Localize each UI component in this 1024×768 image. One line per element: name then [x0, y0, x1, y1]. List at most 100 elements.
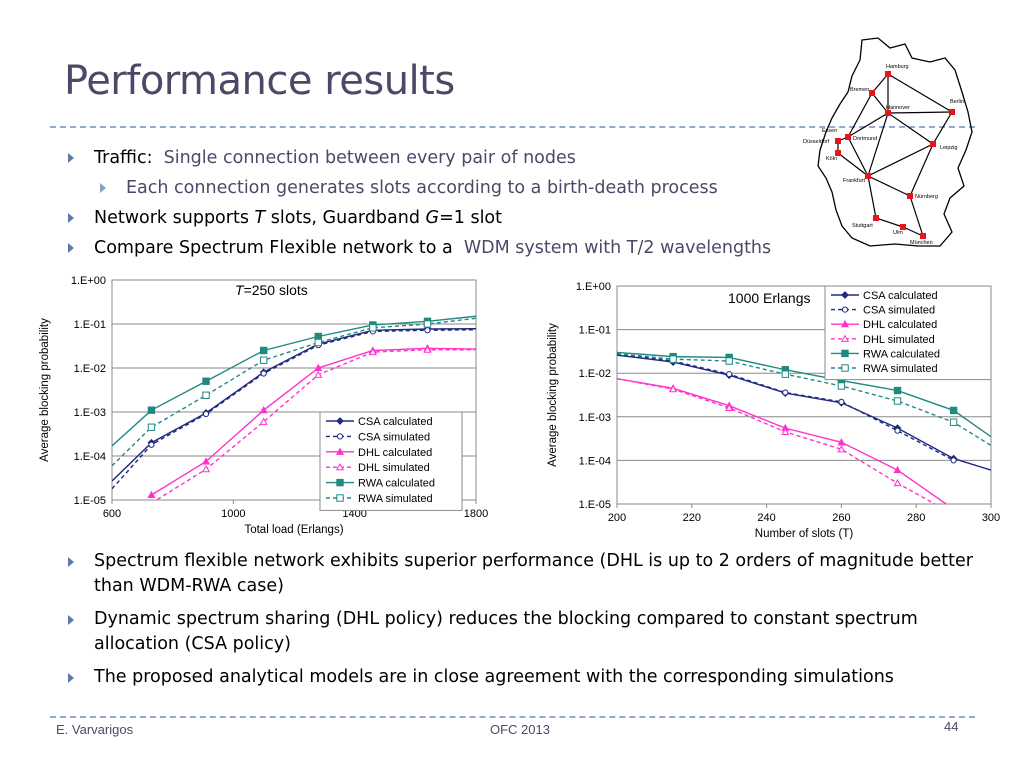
- data-point: [202, 377, 210, 385]
- legend-marker: [841, 306, 849, 313]
- series-line: [112, 315, 476, 447]
- data-point: [782, 389, 789, 396]
- bullet-network-b: slots, Guardband: [265, 208, 426, 228]
- legend-marker: [840, 334, 850, 342]
- legend-entry: CSA simulated: [358, 431, 430, 443]
- data-point: [314, 363, 323, 372]
- y-tick-label: 1.E-01: [579, 325, 611, 337]
- legend-marker: [336, 433, 344, 440]
- legend: CSA calculated CSA simulated DHL calculate…: [319, 411, 463, 511]
- legend-entry: RWA simulated: [358, 493, 433, 505]
- bullet-network: Network supports T slots, Guardband G=1 …: [62, 203, 822, 233]
- data-point: [838, 398, 845, 405]
- city-berlin: Berlin: [950, 99, 964, 105]
- data-point: [781, 370, 790, 378]
- data-point: [259, 405, 268, 414]
- legend-marker: [336, 478, 344, 487]
- legend-box: [824, 285, 992, 381]
- germany-outline: [817, 37, 973, 247]
- footer-page-number: 44: [944, 719, 959, 734]
- data-point: [148, 441, 155, 448]
- bullet-compare: Compare Spectrum Flexible network to a W…: [62, 233, 822, 263]
- data-point: [893, 478, 902, 487]
- data-point: [368, 347, 377, 356]
- conclusion-bullet: The proposed analytical models are in cl…: [62, 665, 982, 690]
- series-line: [112, 317, 476, 467]
- conclusion-bullet: Dynamic spectrum sharing (DHL policy) re…: [62, 607, 982, 657]
- legend-marker: [840, 319, 850, 328]
- y-tick-label: 1.E-04: [579, 455, 611, 467]
- city-leipzig: Leipzig: [940, 145, 957, 151]
- x-axis-label: Number of slots (T): [755, 528, 854, 540]
- y-tick-label: 1.E-02: [579, 368, 611, 380]
- city-nuernberg: Nürnberg: [915, 194, 938, 200]
- series-line: [617, 351, 991, 438]
- bullet-network-T: T: [254, 208, 266, 228]
- chart-annotation: T=250 slots: [235, 282, 308, 298]
- y-tick-label: 1.E-03: [74, 407, 106, 419]
- y-tick-label: 1.E+00: [71, 275, 106, 287]
- series-line: [617, 353, 991, 447]
- legend-marker: [335, 462, 345, 471]
- city-duesseldorf: Düsseldorf: [803, 139, 830, 145]
- x-axis-label: Total load (Erlangs): [244, 524, 343, 536]
- bullet-traffic: Traffic: Single connection between every…: [62, 143, 822, 173]
- x-tick-label: 300: [982, 512, 1000, 524]
- germany-network-map: Hamburg Bremen Berlin Hannover Essen Dor…: [803, 37, 973, 247]
- data-point: [201, 465, 211, 473]
- data-point: [423, 320, 432, 328]
- data-point: [147, 406, 156, 414]
- legend-marker: [336, 417, 344, 425]
- data-point: [837, 382, 846, 390]
- data-point: [894, 427, 901, 434]
- bullet-compare-text: WDM system with T/2 wavelengths: [463, 238, 772, 258]
- y-tick-label: 1.E-04: [74, 451, 106, 463]
- data-point: [259, 346, 268, 355]
- bullet-traffic-text: Single connection between every pair of …: [163, 148, 576, 168]
- bullet-network-G: G: [425, 208, 440, 228]
- bullet-traffic-lead: Traffic:: [94, 148, 153, 168]
- conclusion-bullet: Spectrum flexible network exhibits super…: [62, 549, 982, 599]
- data-point: [781, 427, 790, 435]
- legend-box: [319, 411, 463, 511]
- data-point: [837, 438, 846, 446]
- series-line: [112, 328, 476, 482]
- legend-marker: [336, 494, 344, 502]
- bullet-traffic-sub: Each connection generates slots accordin…: [62, 173, 822, 203]
- legend-marker: [841, 364, 849, 372]
- data-point: [202, 410, 210, 418]
- slide-title: Performance results: [64, 58, 455, 104]
- title-divider: [50, 126, 975, 128]
- legend-marker: [841, 291, 849, 299]
- legend-entry: DHL simulated: [358, 462, 430, 474]
- legend-entry: RWA calculated: [358, 478, 435, 490]
- bullet-network-c: =1 slot: [439, 208, 503, 228]
- data-point: [314, 332, 322, 341]
- data-point: [423, 345, 432, 353]
- plot-frame: [111, 279, 477, 501]
- city-bremen: Bremen: [850, 87, 869, 93]
- data-point: [950, 457, 957, 464]
- data-point: [725, 403, 734, 411]
- data-point: [725, 357, 733, 365]
- legend-entry: DHL calculated: [863, 319, 937, 331]
- data-point: [837, 445, 846, 453]
- data-point: [259, 356, 268, 364]
- city-hamburg: Hamburg: [886, 64, 909, 70]
- data-point: [202, 391, 210, 399]
- city-ulm: Ulm: [893, 230, 903, 236]
- legend-entry: RWA calculated: [863, 348, 940, 360]
- data-point: [201, 457, 211, 465]
- footer-venue: OFC 2013: [490, 722, 550, 737]
- network-nodes: [835, 71, 955, 239]
- x-tick-label: 240: [757, 512, 775, 524]
- legend-entry: CSA calculated: [358, 416, 433, 428]
- legend-marker: [841, 349, 849, 358]
- legend-marker: [335, 447, 345, 455]
- data-point: [147, 490, 156, 499]
- x-tick-label: 220: [683, 512, 701, 524]
- network-links: [837, 73, 953, 237]
- y-tick-label: 1.E-05: [579, 499, 611, 511]
- data-point: [314, 338, 322, 347]
- data-point: [669, 355, 677, 363]
